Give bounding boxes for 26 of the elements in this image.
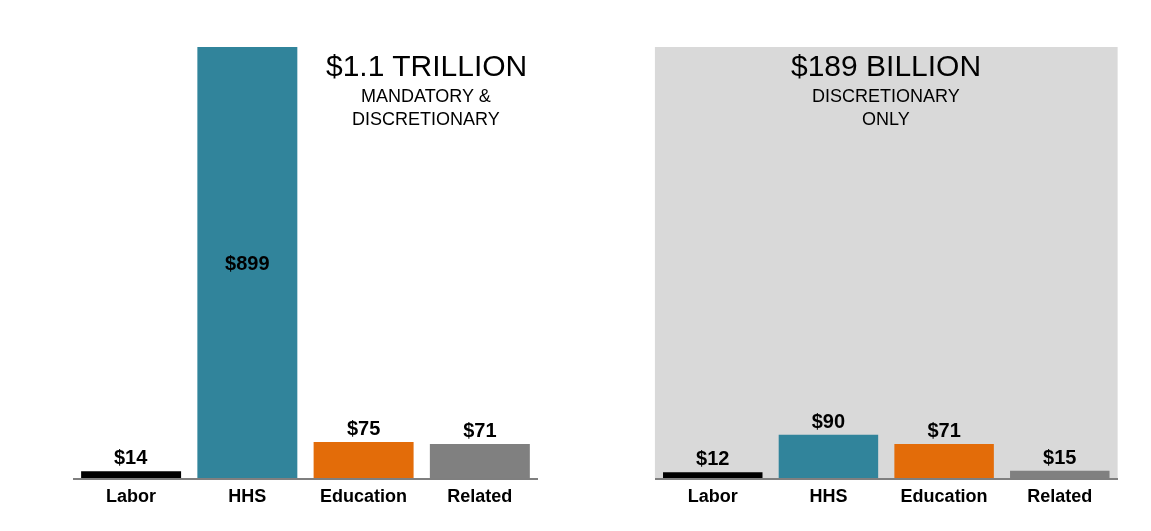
- text: DISCRETIONARY ONLY: [812, 86, 960, 130]
- x-tick-label: Education: [320, 485, 408, 506]
- x-tick-label: HHS: [809, 485, 848, 506]
- x-tick-label: Related: [447, 485, 513, 506]
- bar: [894, 443, 994, 478]
- data-label: $90: [811, 409, 846, 432]
- data-label: $15: [1043, 445, 1077, 468]
- x-tick-label: Labor: [106, 485, 157, 506]
- bar: [778, 434, 879, 478]
- data-label: $71: [927, 418, 961, 441]
- data-label: $12: [696, 447, 730, 470]
- bar: [197, 47, 298, 478]
- bar: [81, 471, 182, 478]
- chart-title: $1.1 TRILLION: [326, 49, 528, 82]
- text: MANDATORY & DISCRETIONARY: [352, 86, 500, 130]
- chart-title: $189 BILLION: [791, 49, 982, 82]
- x-tick-label: Education: [900, 485, 988, 506]
- bar: [663, 472, 763, 478]
- data-label: $899: [225, 251, 270, 274]
- bar: [313, 442, 414, 478]
- x-tick-label: HHS: [228, 485, 267, 506]
- x-tick-label: Related: [1027, 485, 1093, 506]
- data-label: $14: [113, 446, 149, 469]
- data-label: $71: [463, 418, 497, 441]
- data-label: $75: [346, 417, 381, 440]
- x-tick-label: Labor: [687, 485, 738, 506]
